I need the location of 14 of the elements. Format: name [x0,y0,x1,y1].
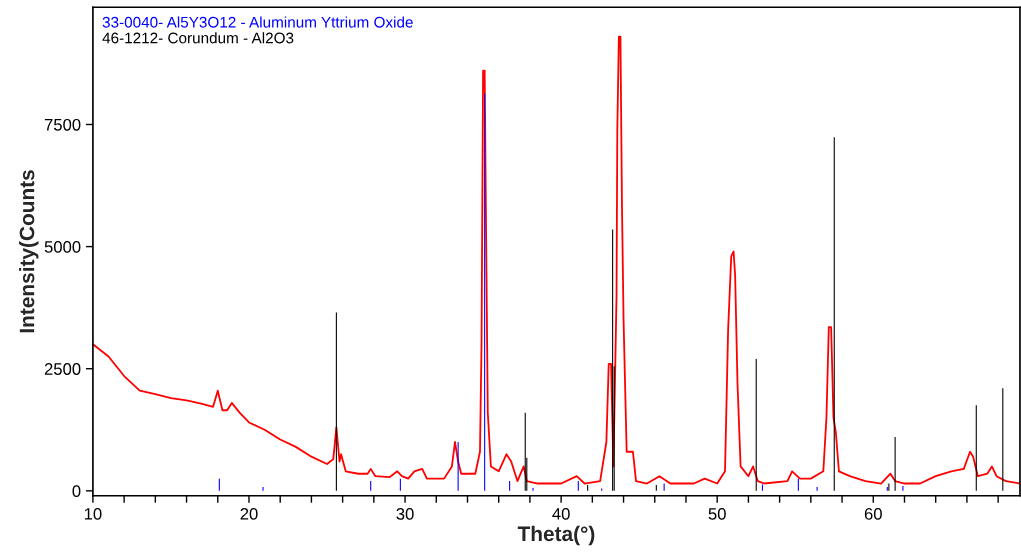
x-tick-label: 20 [240,507,258,520]
y-tick-label: 5000 [44,241,81,253]
x-tick-label: 50 [708,507,726,520]
y-axis-title: Intensity(Counts [19,170,39,333]
y-tick-label: 2500 [44,363,81,375]
x-tick-label: 60 [864,507,882,520]
x-tick-label: 30 [396,507,414,520]
x-axis-title: Theta(°) [517,525,595,546]
text: 46-1212- Corundum - Al2O3 [102,32,294,44]
x-tick-label: 10 [84,507,102,520]
y-tick-label: 0 [72,485,81,498]
x-tick-label: 40 [552,507,570,520]
text: 33-0040- Al5Y3O12 - Aluminum Yttrium Oxide [102,16,413,28]
y-tick-label: 7500 [44,118,81,131]
